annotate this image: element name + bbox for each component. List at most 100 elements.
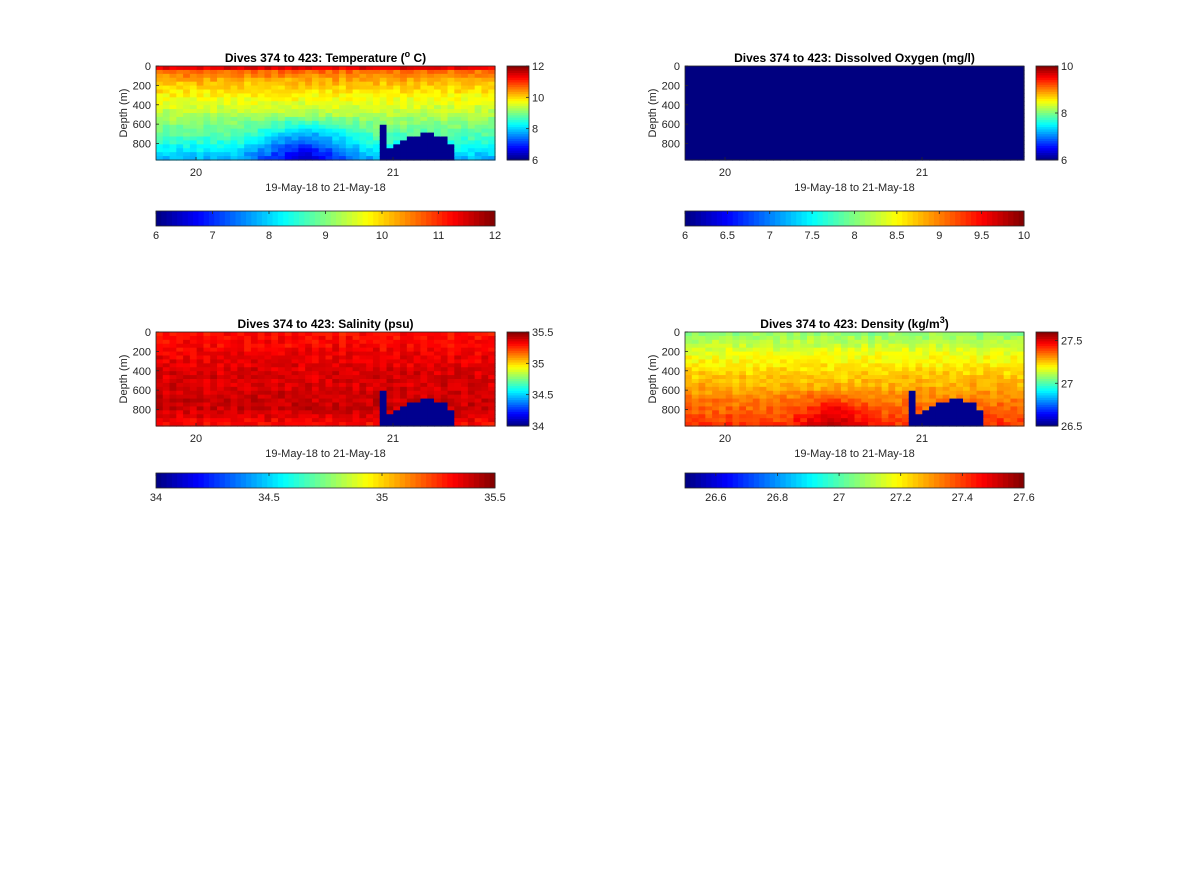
heatmap-cell	[345, 113, 354, 118]
heatmap-cell	[847, 97, 856, 102]
heatmap-cell	[739, 398, 747, 404]
heatmap-cell	[284, 120, 293, 126]
heatmap-cell	[962, 105, 971, 110]
heatmap-cell	[406, 120, 415, 126]
heatmap-cell	[250, 367, 259, 372]
heatmap-cell	[868, 402, 876, 408]
heatmap-cell	[386, 66, 394, 71]
heatmap-cell	[691, 81, 700, 87]
heatmap-cell	[976, 144, 984, 149]
colorbar-segment	[507, 150, 529, 154]
heatmap-cell	[461, 93, 469, 98]
heatmap-cell	[400, 339, 408, 345]
heatmap-cell	[298, 390, 306, 396]
heatmap-cell	[223, 69, 232, 75]
heatmap-cell	[196, 144, 205, 149]
hbar-segment	[330, 211, 337, 226]
heatmap-cell	[800, 81, 808, 87]
heatmap-cell	[250, 347, 259, 353]
heatmap-cell	[759, 359, 767, 364]
heatmap-cell	[895, 128, 903, 134]
heatmap-cell	[264, 89, 272, 95]
heatmap-cell	[1010, 136, 1018, 142]
heatmap-cell	[800, 351, 808, 357]
heatmap-cell	[264, 144, 272, 149]
heatmap-cell	[949, 113, 957, 118]
heatmap-cell	[325, 69, 333, 75]
heatmap-cell	[746, 332, 754, 337]
heatmap-cell	[996, 66, 1005, 71]
heatmap-cell	[766, 371, 774, 376]
hbar-segment	[928, 211, 935, 226]
heatmap-cell	[447, 390, 455, 396]
heatmap-cell	[169, 73, 177, 79]
heatmap-cell	[230, 148, 238, 153]
heatmap-cell	[467, 347, 476, 353]
heatmap-cell	[447, 347, 455, 353]
heatmap-cell	[433, 418, 442, 423]
heatmap-cell	[230, 66, 238, 71]
heatmap-cell	[718, 113, 727, 118]
heatmap-cell	[332, 386, 340, 392]
hbar-segment	[404, 473, 411, 488]
heatmap-cell	[854, 390, 862, 396]
colorbar-segment	[507, 371, 529, 375]
heatmap-cell	[474, 77, 483, 83]
heatmap-cell	[888, 375, 896, 380]
heatmap-cell	[332, 371, 340, 376]
heatmap-cell	[481, 73, 489, 79]
heatmap-cell	[746, 144, 754, 149]
heatmap-cell	[298, 402, 306, 408]
heatmap-cell	[908, 371, 917, 376]
heatmap-cell	[915, 124, 923, 130]
heatmap-cell	[467, 101, 476, 106]
heatmap-cell	[888, 116, 896, 122]
heatmap-cell	[284, 422, 293, 427]
heatmap-cell	[454, 422, 462, 427]
colorbar-segment	[507, 355, 529, 359]
heatmap-cell	[820, 332, 828, 337]
heatmap-cell	[820, 93, 828, 98]
heatmap-cell	[230, 69, 238, 75]
heatmap-cell	[413, 81, 422, 87]
heatmap-cell	[712, 113, 720, 118]
heatmap-cell	[488, 66, 496, 71]
heatmap-cell	[983, 69, 991, 75]
heatmap-cell	[305, 339, 313, 345]
heatmap-cell	[908, 414, 917, 419]
heatmap-cell	[278, 398, 286, 404]
heatmap-cell	[718, 69, 727, 75]
heatmap-cell	[339, 379, 347, 384]
heatmap-cell	[820, 382, 828, 388]
heatmap-cell	[800, 156, 808, 161]
heatmap-cell	[203, 398, 211, 404]
heatmap-cell	[895, 347, 903, 353]
heatmap-cell	[386, 418, 394, 423]
heatmap-cell	[800, 422, 808, 427]
heatmap-cell	[834, 85, 842, 91]
heatmap-cell	[746, 73, 754, 79]
heatmap-cell	[420, 69, 428, 75]
heatmap-cell	[908, 351, 917, 357]
heatmap-cell	[773, 335, 781, 341]
heatmap-cell	[189, 332, 198, 337]
heatmap-cell	[935, 418, 944, 423]
heatmap-cell	[311, 105, 320, 110]
heatmap-cell	[807, 113, 815, 118]
heatmap-cell	[305, 422, 313, 427]
heatmap-cell	[732, 367, 740, 372]
heatmap-cell	[427, 402, 435, 408]
heatmap-cell	[840, 109, 849, 114]
hbar-segment	[775, 211, 781, 226]
heatmap-cell	[942, 367, 951, 372]
hbar-segment	[208, 211, 215, 226]
heatmap-cell	[827, 120, 835, 126]
heatmap-cell	[1017, 152, 1025, 157]
heatmap-cell	[881, 73, 889, 79]
heatmap-cell	[379, 394, 388, 400]
heatmap-cell	[461, 132, 469, 138]
heatmap-cell	[298, 97, 306, 102]
heatmap-cell	[881, 414, 889, 419]
heatmap-cell	[732, 371, 740, 376]
colorbar-segment	[507, 68, 529, 72]
